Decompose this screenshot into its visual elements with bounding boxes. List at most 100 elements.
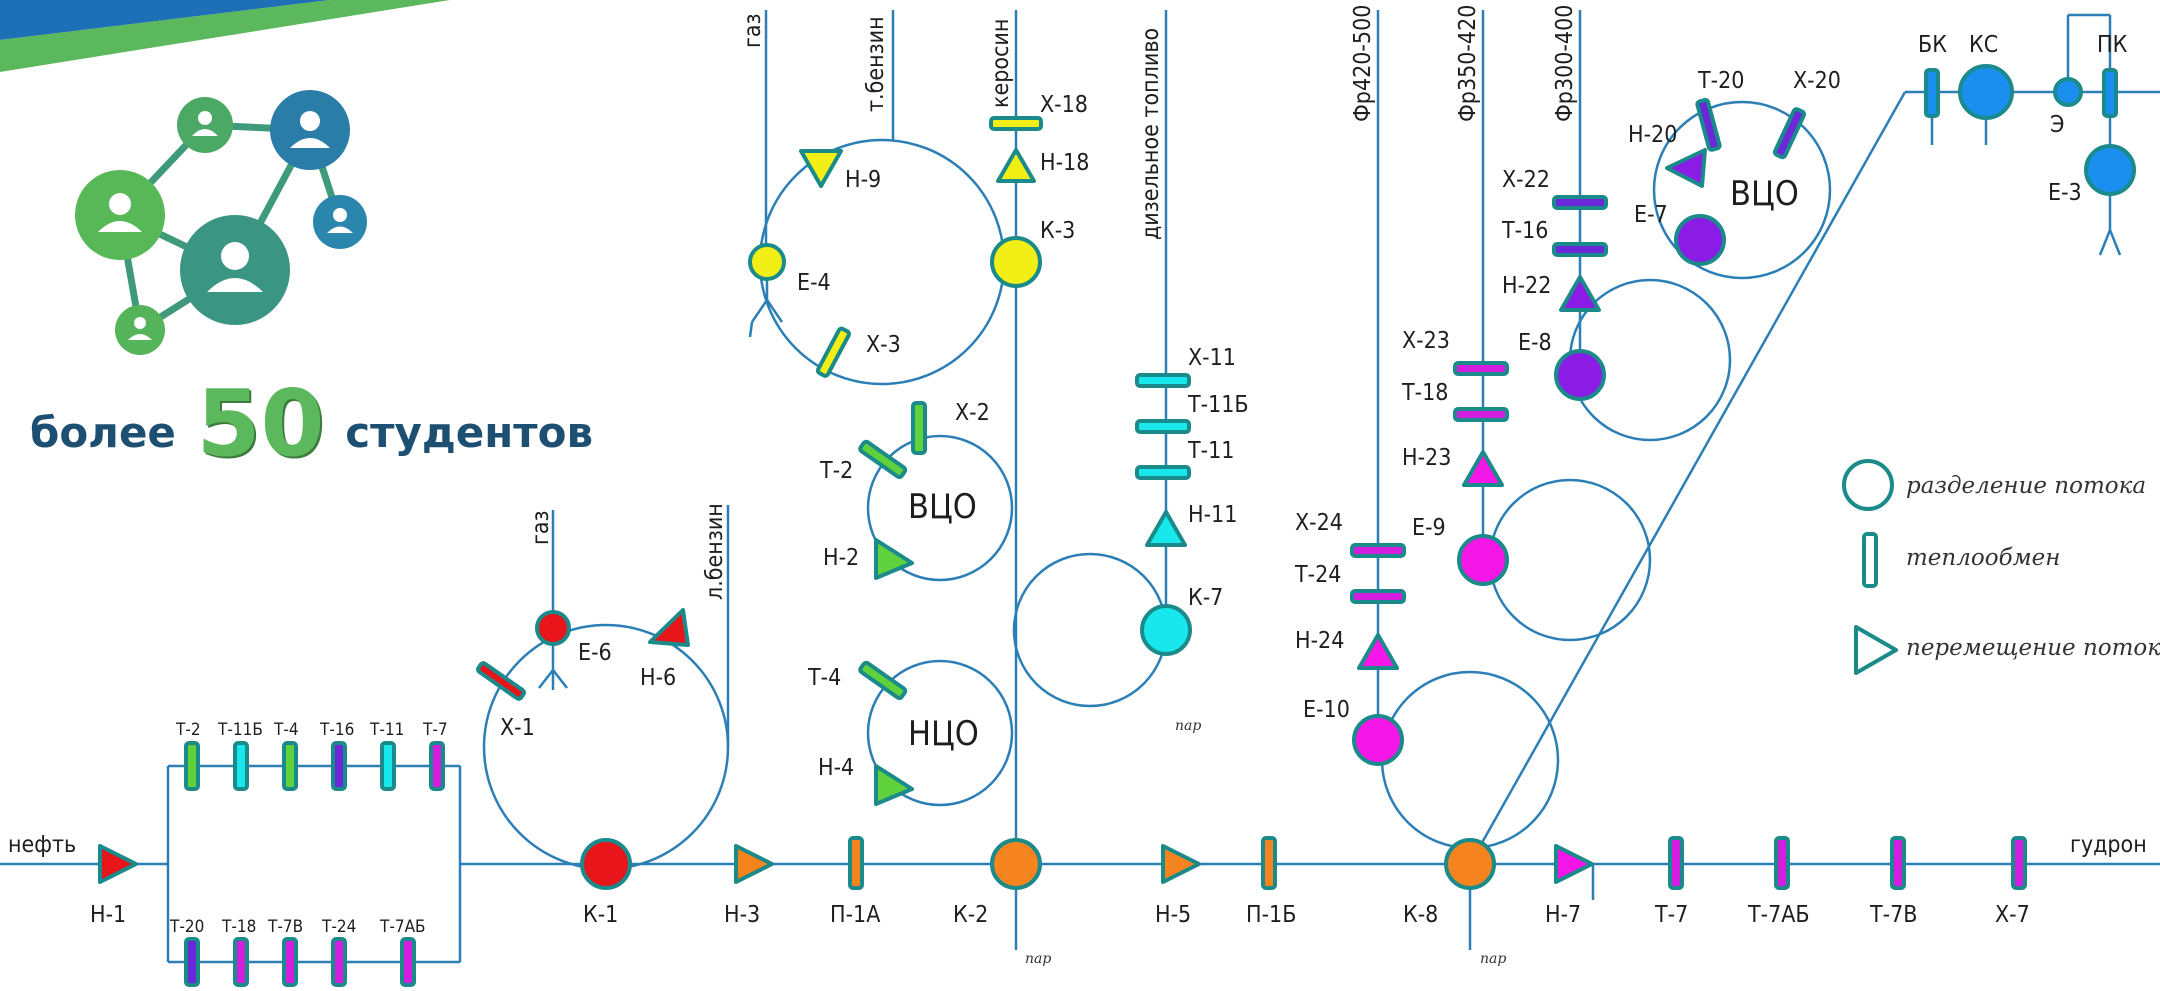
label-x2: Х-2 bbox=[955, 400, 990, 426]
vessel-e7[interactable] bbox=[1674, 214, 1726, 266]
vessel-e9[interactable] bbox=[1457, 534, 1509, 586]
pump-n23[interactable] bbox=[1462, 450, 1504, 487]
hx-t16-e8[interactable] bbox=[1552, 242, 1608, 257]
hx-bk[interactable] bbox=[1924, 68, 1940, 118]
legend-heat-label: теплообмен bbox=[1906, 545, 2060, 571]
label-x3: Х-3 bbox=[866, 332, 901, 358]
label-n4: Н-4 bbox=[818, 755, 854, 781]
label-gaz-k1: газ bbox=[528, 510, 554, 545]
label-p1b: П-1Б bbox=[1246, 902, 1296, 928]
label-p1a: П-1А bbox=[830, 902, 880, 928]
pump-n1[interactable] bbox=[98, 844, 138, 884]
label-fr300: Фр300-400 bbox=[1552, 5, 1578, 122]
column-k2[interactable] bbox=[990, 838, 1042, 890]
label-l-benzin: л.бензин bbox=[702, 503, 728, 600]
hx-x24[interactable] bbox=[1350, 543, 1406, 558]
pump-n4[interactable] bbox=[874, 764, 914, 806]
label-x1: Х-1 bbox=[500, 715, 535, 741]
column-k8[interactable] bbox=[1444, 838, 1496, 890]
hx-t18-e9[interactable] bbox=[1453, 407, 1509, 422]
label-t4: Т-4 bbox=[807, 665, 841, 691]
hx-x2[interactable] bbox=[911, 401, 927, 455]
hx-t4-nco[interactable] bbox=[858, 660, 908, 701]
pump-n24[interactable] bbox=[1357, 633, 1399, 670]
label-n11: Н-11 bbox=[1188, 502, 1237, 528]
vessel-e[interactable] bbox=[2053, 77, 2083, 107]
label-k7: К-7 bbox=[1188, 585, 1223, 611]
label-e8: Е-8 bbox=[1518, 330, 1552, 356]
label-n6: Н-6 bbox=[640, 665, 676, 691]
pump-n22[interactable] bbox=[1559, 275, 1601, 312]
column-k3[interactable] bbox=[990, 236, 1042, 288]
hx-t16[interactable] bbox=[331, 741, 347, 791]
hx-t7[interactable] bbox=[429, 741, 445, 791]
hx-t2-vco[interactable] bbox=[858, 439, 908, 480]
column-k1[interactable] bbox=[580, 838, 632, 890]
vessel-e3[interactable] bbox=[2084, 144, 2136, 196]
hx-t4[interactable] bbox=[282, 741, 298, 791]
hx-t20[interactable] bbox=[184, 937, 200, 987]
pump-n3[interactable] bbox=[734, 844, 774, 884]
hx-t11-k7[interactable] bbox=[1135, 465, 1191, 480]
hx-t7v[interactable] bbox=[282, 937, 298, 987]
hx-t2[interactable] bbox=[184, 741, 200, 791]
vessel-e10[interactable] bbox=[1352, 714, 1404, 766]
hx-t7ab[interactable] bbox=[400, 937, 416, 987]
hx-p1a[interactable] bbox=[848, 836, 864, 890]
pump-n20[interactable] bbox=[1665, 148, 1707, 188]
pipelines bbox=[0, 10, 2160, 964]
hx-x22[interactable] bbox=[1552, 195, 1608, 210]
label-k1: К-1 bbox=[583, 902, 618, 928]
pump-n2[interactable] bbox=[874, 538, 914, 580]
hx-x23[interactable] bbox=[1453, 361, 1509, 376]
hx-x18[interactable] bbox=[989, 116, 1043, 131]
label-n5: Н-5 bbox=[1155, 902, 1191, 928]
hx-x11[interactable] bbox=[1135, 373, 1191, 388]
vessel-e8[interactable] bbox=[1554, 349, 1606, 401]
hx-t24[interactable] bbox=[331, 937, 347, 987]
hx-t24-e10[interactable] bbox=[1350, 589, 1406, 604]
hx-t18[interactable] bbox=[233, 937, 249, 987]
column-k7[interactable] bbox=[1140, 604, 1192, 656]
label-fr350: Фр350-420 bbox=[1455, 5, 1481, 122]
label-par-k7: пар bbox=[1175, 718, 1201, 734]
hx-x3[interactable] bbox=[815, 326, 851, 378]
hx-x7[interactable] bbox=[2011, 836, 2027, 890]
heat-exchangers bbox=[184, 68, 2118, 987]
hx-t20-vco[interactable] bbox=[1695, 97, 1722, 152]
label-ks: КС bbox=[1969, 32, 1998, 58]
vessel-e4[interactable] bbox=[748, 243, 786, 281]
pump-n11[interactable] bbox=[1145, 510, 1187, 547]
label-hx-t11b: Т-11Б bbox=[217, 720, 263, 740]
label-hx-t4: Т-4 bbox=[273, 720, 299, 740]
hx-x20[interactable] bbox=[1772, 107, 1807, 160]
hx-t7v-main[interactable] bbox=[1890, 836, 1906, 890]
label-n7: Н-7 bbox=[1545, 902, 1581, 928]
label-vco-right: ВЦО bbox=[1730, 174, 1799, 214]
hx-t7-main[interactable] bbox=[1668, 836, 1684, 890]
hx-t11[interactable] bbox=[380, 741, 396, 791]
label-x24: Х-24 bbox=[1295, 510, 1343, 536]
vessel-ks[interactable] bbox=[1958, 64, 2014, 120]
pump-n5[interactable] bbox=[1161, 844, 1201, 884]
legend-split-symbol bbox=[1842, 459, 1894, 511]
label-x18: Х-18 bbox=[1040, 92, 1088, 118]
label-n24: Н-24 bbox=[1295, 628, 1344, 654]
hx-p1b[interactable] bbox=[1261, 836, 1277, 890]
pump-n9[interactable] bbox=[799, 149, 843, 188]
hx-t7ab-main[interactable] bbox=[1774, 836, 1790, 890]
hx-x1[interactable] bbox=[476, 661, 526, 701]
legend-split-label: разделение потока bbox=[1906, 473, 2146, 499]
label-e6: Е-6 bbox=[578, 640, 612, 666]
hx-pk[interactable] bbox=[2102, 68, 2118, 118]
pump-n18[interactable] bbox=[996, 148, 1036, 183]
pump-n6[interactable] bbox=[648, 608, 690, 647]
hx-t11b-k7[interactable] bbox=[1135, 419, 1191, 434]
label-gaz-top: газ bbox=[740, 13, 766, 48]
pump-n7[interactable] bbox=[1554, 844, 1594, 884]
label-e3: Е-3 bbox=[2048, 180, 2082, 206]
vessel-e6[interactable] bbox=[535, 610, 571, 646]
label-hx-t7ab: Т-7АБ bbox=[379, 917, 426, 937]
legend-move-label: перемещение потока bbox=[1906, 635, 2160, 661]
hx-t11b[interactable] bbox=[233, 741, 249, 791]
